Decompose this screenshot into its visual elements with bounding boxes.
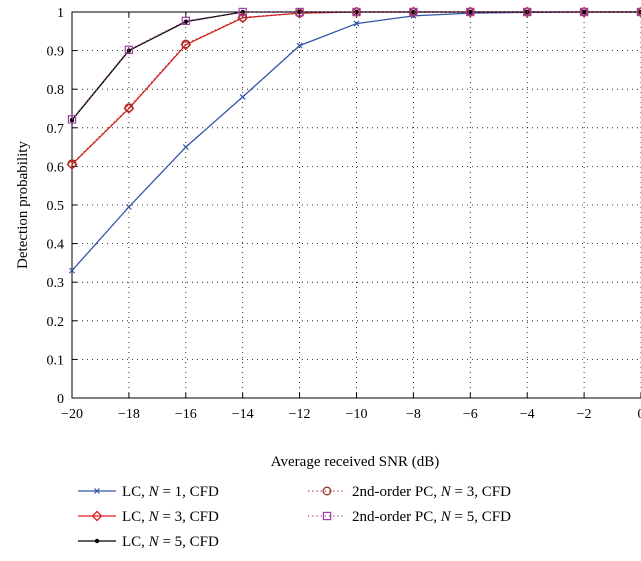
- series-lines: [68, 8, 641, 274]
- legend-entry: 2nd-order PC, N = 3, CFD: [308, 484, 511, 500]
- y-tick-label: 0.4: [47, 238, 65, 253]
- x-tick-label: −14: [232, 407, 254, 422]
- y-tick-label: 0: [57, 392, 64, 407]
- legend-entry: 2nd-order PC, N = 5, CFD: [308, 509, 511, 525]
- y-tick-label: 0.7: [47, 122, 65, 137]
- series-2: [68, 8, 641, 169]
- x-tick-label: −8: [406, 407, 421, 422]
- legend-entry: LC, N = 3, CFD: [78, 509, 219, 525]
- data-point: [126, 204, 131, 209]
- legend-entry: LC, N = 5, CFD: [78, 534, 219, 550]
- data-point: [411, 10, 415, 14]
- y-tick-label: 0.9: [47, 45, 65, 60]
- legend-label: LC, N = 1, CFD: [122, 484, 219, 500]
- series-line: [72, 12, 641, 120]
- x-tick-label: −12: [289, 407, 311, 422]
- y-tick-label: 0.2: [47, 315, 65, 330]
- x-tick-label: −18: [118, 407, 140, 422]
- x-axis-label: Average received SNR (dB): [271, 454, 439, 470]
- x-tick-label: −10: [346, 407, 368, 422]
- y-tick-label: 0.3: [47, 276, 65, 291]
- legend-label: LC, N = 5, CFD: [122, 534, 219, 550]
- grid-lines: [72, 12, 641, 398]
- legend-label: 2nd-order PC, N = 3, CFD: [352, 484, 511, 500]
- x-tick-label: −20: [61, 407, 83, 422]
- legend-label: 2nd-order PC, N = 5, CFD: [352, 509, 511, 525]
- series-4: [68, 8, 641, 167]
- series-3: [70, 10, 641, 122]
- series-line: [72, 12, 641, 119]
- x-tick-label: 0: [638, 407, 641, 422]
- y-tick-label: 0.5: [47, 199, 65, 214]
- y-axis-label: Detection probability: [15, 141, 31, 269]
- legend-marker: [95, 539, 99, 543]
- legend-entry: LC, N = 1, CFD: [78, 484, 219, 500]
- x-tick-label: −16: [175, 407, 197, 422]
- data-point: [240, 94, 245, 99]
- x-tick-label: −2: [577, 407, 592, 422]
- y-tick-label: 0.1: [47, 353, 65, 368]
- y-tick-label: 0.6: [47, 160, 65, 175]
- x-tick-label: −4: [520, 407, 535, 422]
- data-point: [183, 145, 188, 150]
- legend-label: LC, N = 3, CFD: [122, 509, 219, 525]
- legend: LC, N = 1, CFD LC, N = 3, CFD LC, N = 5, C…: [78, 484, 511, 550]
- y-tick-label: 0.8: [47, 83, 65, 98]
- series-1: [70, 10, 641, 274]
- y-tick-label: 1: [57, 6, 64, 21]
- x-tick-label: −6: [463, 407, 478, 422]
